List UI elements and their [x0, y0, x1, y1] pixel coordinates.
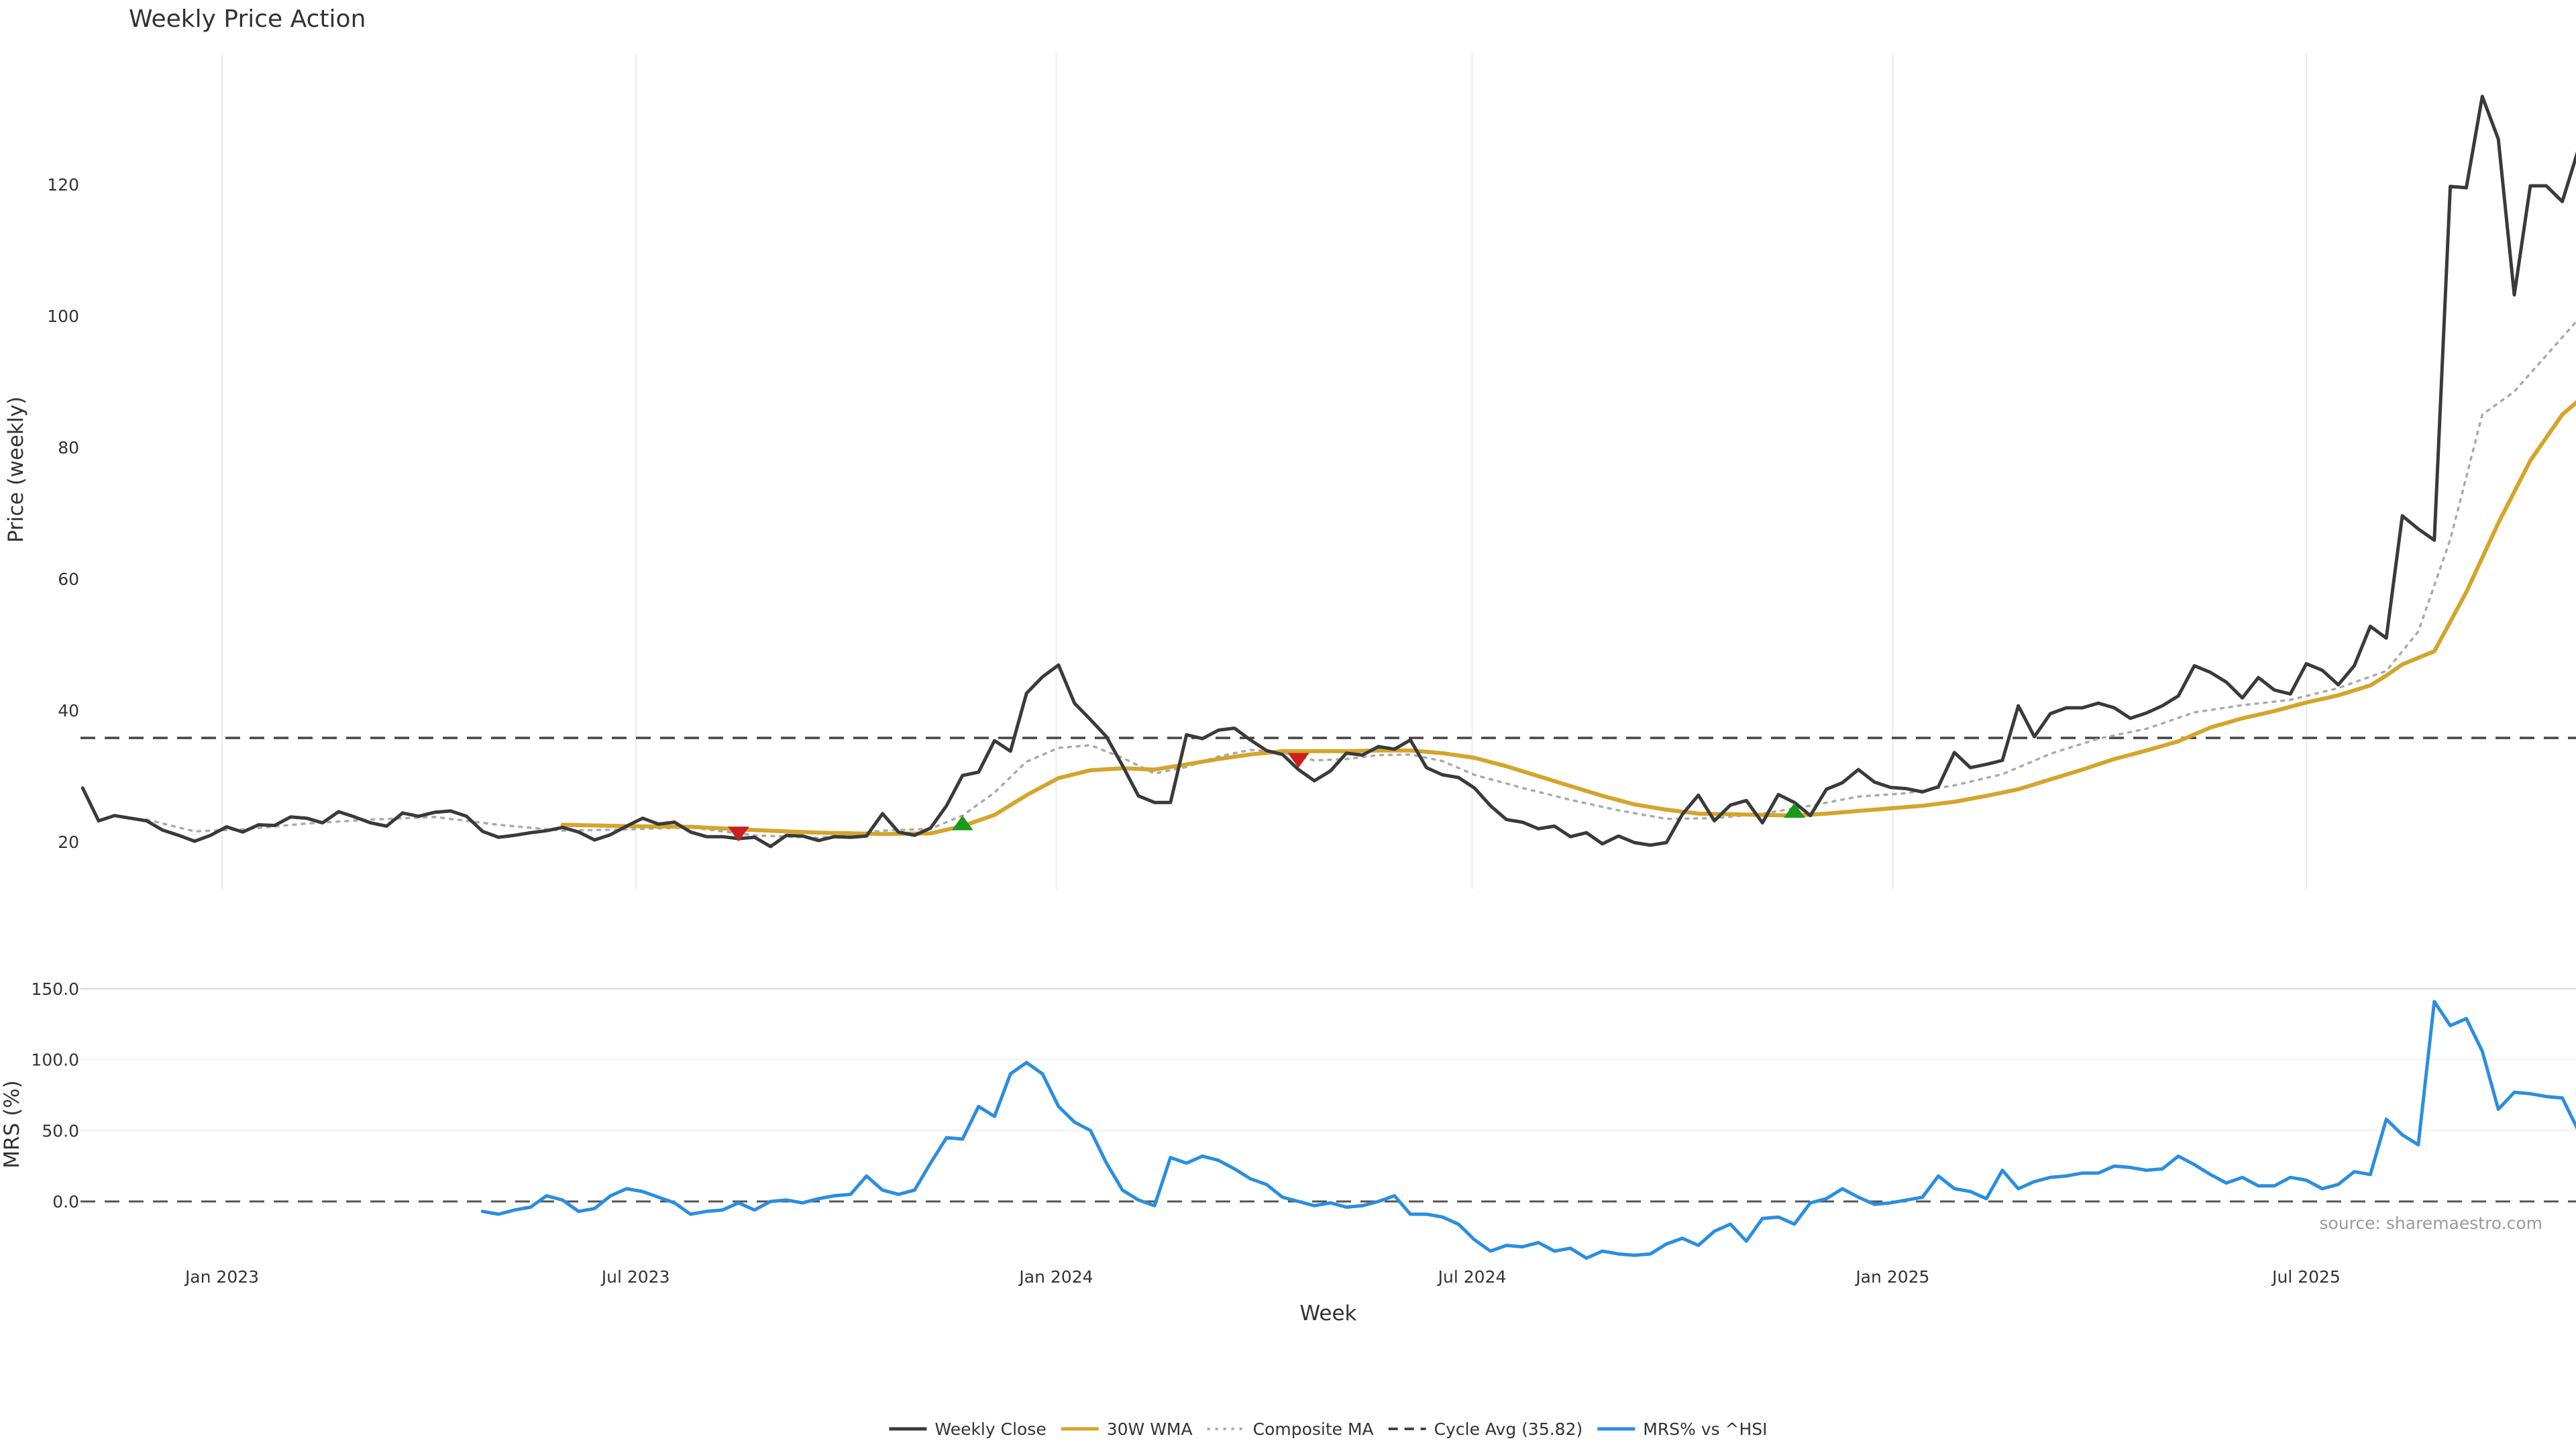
- price-y-tick-120: 120: [47, 175, 79, 195]
- series-composite-ma: [145, 320, 2576, 839]
- price-y-tick-60: 60: [58, 570, 79, 589]
- price-y-tick-100: 100: [47, 307, 79, 326]
- price-y-tick-20: 20: [58, 833, 79, 852]
- source-note: source: sharemaestro.com: [2320, 1214, 2543, 1233]
- legend-label-weekly-close: Weekly Close: [934, 1419, 1046, 1439]
- price-series: [80, 95, 2576, 849]
- x-tick-label-jul-2023: Jul 2023: [600, 1267, 670, 1287]
- mrs-y-tick-50-0: 50.0: [42, 1121, 79, 1140]
- x-tick-label-jan-2024: Jan 2024: [1018, 1267, 1093, 1287]
- x-tick-label-jan-2023: Jan 2023: [184, 1267, 259, 1287]
- price-markers: [727, 753, 1805, 842]
- buy-signal-marker-4: [1783, 802, 1805, 818]
- series-weekly-close: [80, 95, 2576, 849]
- x-axis-label: Week: [1300, 1301, 1357, 1326]
- x-tick-label-jan-2025: Jan 2025: [1854, 1267, 1929, 1287]
- mrs-series: [480, 1000, 2576, 1260]
- mrs-y-tick-150-0: 150.0: [31, 979, 79, 999]
- mrs-y-axis-label: MRS (%): [0, 1080, 24, 1168]
- price-y-axis-label: Price (weekly): [4, 396, 28, 543]
- x-ticks: Jan 2023 Jul 2023 Jan 2024 Jul 2024 Jan 2025…: [184, 1267, 2341, 1287]
- price-y-tick-40: 40: [58, 701, 79, 720]
- mrs-grid: [80, 988, 2576, 1203]
- mrs-y-tick-100-0: 100.0: [31, 1051, 79, 1070]
- sell-signal-marker-1: [727, 826, 749, 842]
- legend-label-composite-ma: Composite MA: [1253, 1419, 1374, 1439]
- price-chart-title: Weekly Price Action: [129, 5, 366, 33]
- legend-label-30w-wma: 30W WMA: [1107, 1419, 1193, 1439]
- legend-label-cycle-avg-35-82: Cycle Avg (35.82): [1434, 1419, 1583, 1439]
- price-y-ticks: 20 40 60 80 100 120: [47, 175, 79, 852]
- legend: Weekly Close 30W WMA Composite MA Cycle Avg…: [889, 1419, 1768, 1439]
- price-y-tick-80: 80: [58, 438, 79, 458]
- x-tick-label-jul-2025: Jul 2025: [2271, 1267, 2341, 1287]
- legend-label-mrs-vs-hsi: MRS% vs ^HSI: [1643, 1419, 1767, 1439]
- mrs-y-tick-0-0: 0.0: [52, 1192, 79, 1212]
- sell-signal-marker-3: [1287, 753, 1309, 768]
- x-tick-label-jul-2024: Jul 2024: [1437, 1267, 1507, 1287]
- series-mrs-vs-hsi: [480, 1000, 2576, 1260]
- price-grid: [221, 54, 2307, 889]
- mrs-y-ticks: 150.0 100.0 50.0 0.0: [31, 979, 79, 1212]
- buy-signal-marker-2: [951, 815, 973, 830]
